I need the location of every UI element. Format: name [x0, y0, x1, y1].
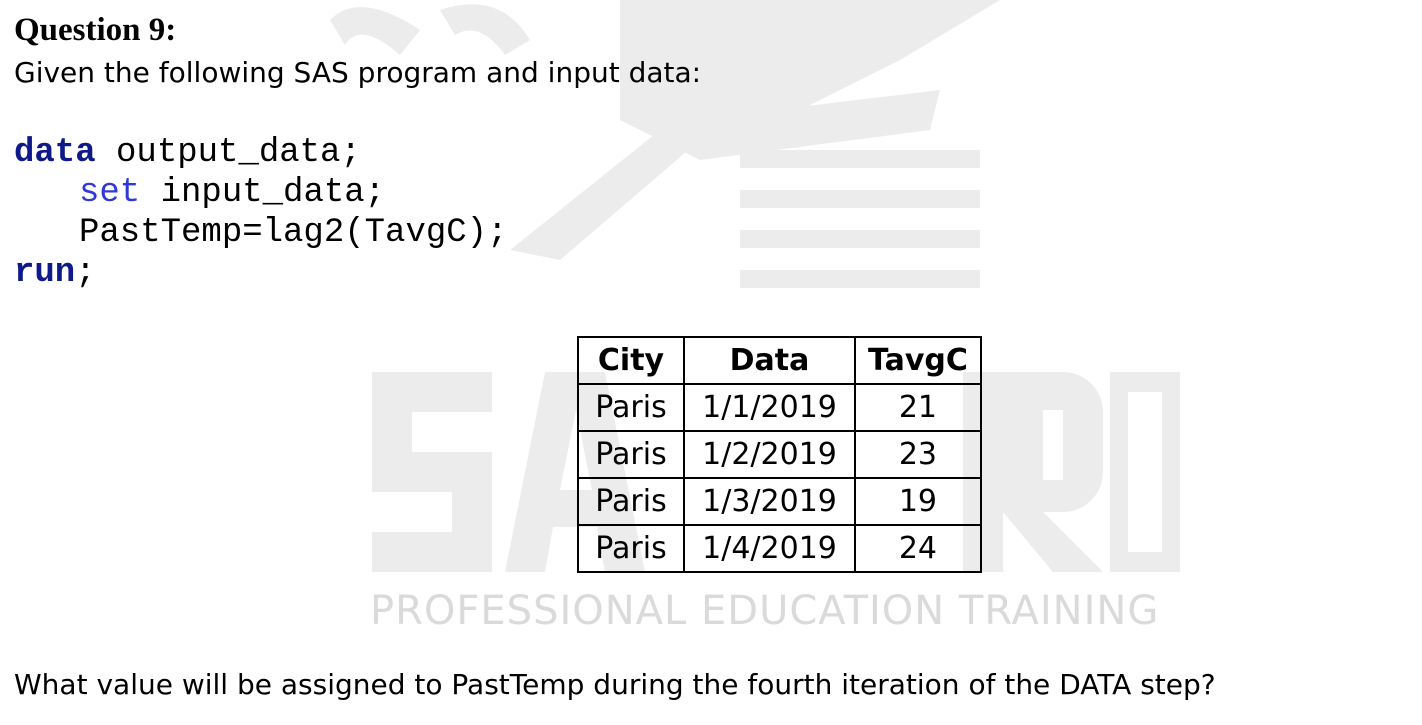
question-title: Question 9:	[14, 12, 177, 48]
cell-date: 1/3/2019	[683, 477, 856, 526]
table-row: Paris 1/3/2019 19	[577, 477, 982, 526]
code-text: ;	[75, 254, 96, 292]
question-prompt: What value will be assigned to PastTemp …	[14, 668, 1216, 701]
cell-tavgc: 23	[854, 430, 982, 479]
table-row: Paris 1/1/2019 21	[577, 383, 982, 432]
code-keyword-run: run	[14, 254, 76, 292]
cell-city: Paris	[577, 477, 685, 526]
cell-city: Paris	[577, 430, 685, 479]
table-row: Paris 1/4/2019 24	[577, 524, 982, 573]
code-line-4: run;	[14, 253, 507, 293]
cell-tavgc: 19	[854, 477, 982, 526]
code-text: input_data;	[140, 174, 386, 212]
column-header-data: Data	[683, 336, 856, 385]
cell-date: 1/1/2019	[683, 383, 856, 432]
sas-code-block: data output_data; set input_data; PastTe…	[14, 133, 507, 293]
table-row: Paris 1/2/2019 23	[577, 430, 982, 479]
code-line-2: set input_data;	[14, 173, 507, 213]
input-data-table: City Data TavgC Paris 1/1/2019 21 Paris …	[577, 336, 982, 573]
cell-date: 1/2/2019	[683, 430, 856, 479]
code-text: PastTemp=lag2(TavgC);	[79, 214, 508, 252]
table-header-row: City Data TavgC	[577, 336, 982, 385]
column-header-tavgc: TavgC	[854, 336, 982, 385]
question-intro: Given the following SAS program and inpu…	[14, 56, 702, 89]
code-line-3: PastTemp=lag2(TavgC);	[14, 213, 507, 253]
column-header-city: City	[577, 336, 685, 385]
code-keyword-set: set	[79, 174, 141, 212]
cell-date: 1/4/2019	[683, 524, 856, 573]
code-text: output_data;	[95, 134, 361, 172]
cell-tavgc: 24	[854, 524, 982, 573]
code-keyword-data: data	[14, 134, 96, 172]
code-line-1: data output_data;	[14, 133, 507, 173]
cell-city: Paris	[577, 383, 685, 432]
watermark-tagline: PROFESSIONAL EDUCATION TRAINING	[370, 588, 1160, 634]
cell-tavgc: 21	[854, 383, 982, 432]
cell-city: Paris	[577, 524, 685, 573]
